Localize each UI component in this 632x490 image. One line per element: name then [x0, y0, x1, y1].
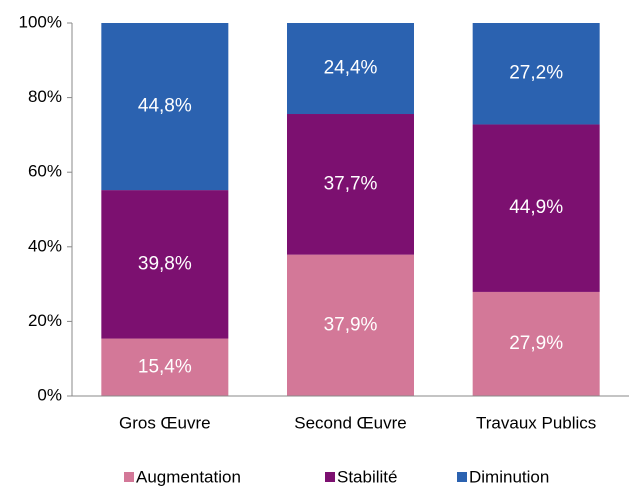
value-label: 37,7%: [324, 173, 378, 194]
value-label: 27,9%: [509, 333, 563, 354]
y-tick-label: 100%: [19, 12, 62, 31]
bar-segment: [472, 291, 600, 396]
y-tick-label: 40%: [28, 236, 62, 255]
x-tick-label: Gros Œuvre: [119, 413, 211, 432]
bar-segment: [101, 338, 229, 396]
bar-segment: [287, 23, 414, 115]
value-label: 44,8%: [138, 96, 192, 117]
legend-label: Stabilité: [337, 467, 397, 486]
value-label: 24,4%: [324, 58, 378, 79]
y-tick-label: 60%: [28, 162, 62, 181]
bar-segment: [472, 23, 600, 125]
value-label: 15,4%: [138, 356, 192, 377]
legend-label: Augmentation: [136, 467, 241, 486]
bar-segment: [287, 254, 414, 396]
legend-swatch: [325, 472, 335, 482]
value-label: 27,2%: [509, 63, 563, 84]
x-tick-label: Travaux Publics: [476, 413, 596, 432]
bar-segment: [472, 124, 600, 292]
value-label: 37,9%: [324, 314, 378, 335]
legend-label: Diminution: [469, 467, 549, 486]
y-tick-label: 80%: [28, 87, 62, 106]
value-label: 44,9%: [509, 197, 563, 218]
y-tick-label: 20%: [28, 311, 62, 330]
value-label: 39,8%: [138, 253, 192, 274]
legend-swatch: [124, 472, 134, 482]
bar-segment: [287, 114, 414, 255]
legend-swatch: [457, 472, 467, 482]
y-tick-label: 0%: [37, 385, 62, 404]
bar-segment: [101, 23, 229, 191]
bar-segment: [101, 190, 229, 339]
x-tick-label: Second Œuvre: [294, 413, 406, 432]
